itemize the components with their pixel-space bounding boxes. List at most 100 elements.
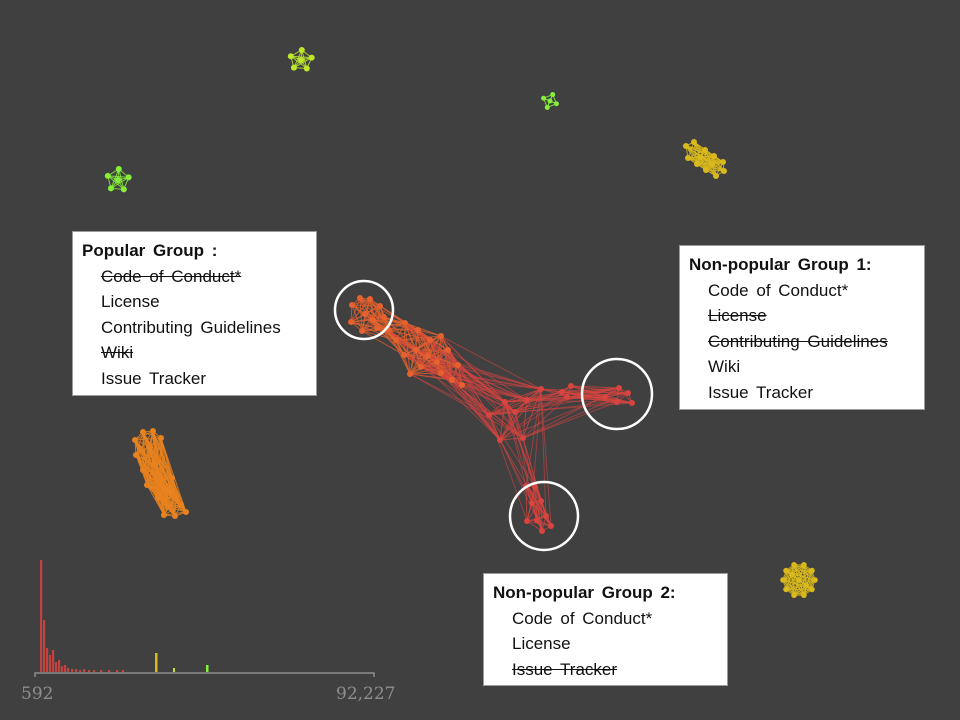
np1-feature-wiki: Wiki	[689, 354, 914, 380]
green-cluster-left	[105, 166, 132, 192]
graph-node	[402, 320, 408, 326]
graph-node	[425, 353, 431, 359]
graph-node	[541, 96, 546, 101]
graph-node	[554, 101, 559, 106]
graph-node	[116, 166, 122, 172]
graph-node	[711, 153, 717, 159]
graph-node	[602, 394, 608, 400]
histogram-bar	[40, 560, 42, 672]
graph-node	[703, 167, 709, 173]
histogram-bar	[155, 653, 158, 672]
graph-node	[357, 295, 363, 301]
histogram-bar	[61, 666, 63, 672]
graph-node	[559, 389, 565, 395]
graph-node	[152, 462, 158, 468]
popular-group-title: Popular Group :	[82, 238, 306, 264]
graph-node	[803, 583, 809, 589]
graph-node	[299, 47, 305, 53]
graph-node	[720, 159, 726, 165]
graph-node	[780, 577, 786, 583]
histogram-bar	[49, 655, 51, 672]
graph-node	[455, 362, 461, 368]
graph-node	[108, 185, 114, 191]
graph-node	[625, 390, 631, 396]
graph-node	[150, 428, 156, 434]
graph-node	[616, 385, 622, 391]
graph-node	[393, 337, 399, 343]
np1-feature-code-of-conduct: Code of Conduct*	[689, 278, 914, 304]
graph-node	[291, 65, 297, 71]
popular-feature-wiki: Wiki	[82, 340, 306, 366]
histogram-bar	[52, 650, 54, 672]
graph-node	[298, 57, 304, 63]
histogram	[35, 560, 374, 677]
graph-node	[683, 143, 689, 149]
histogram-bar	[75, 669, 77, 672]
graph-node	[789, 571, 795, 577]
graph-node	[157, 477, 163, 483]
yellow-cluster-top-right	[683, 139, 727, 179]
graph-node	[370, 317, 376, 323]
graph-node	[564, 394, 570, 400]
graph-node	[158, 435, 164, 441]
graph-node	[783, 568, 789, 574]
graph-node	[691, 139, 697, 145]
graph-node	[486, 412, 492, 418]
histogram-bar	[83, 669, 85, 672]
histogram-bar	[71, 669, 73, 672]
histogram-bar	[88, 670, 90, 672]
graph-node	[374, 325, 380, 331]
histogram-bar	[46, 648, 48, 672]
graph-node	[629, 400, 635, 406]
graph-node	[362, 311, 368, 317]
popular-feature-code-of-conduct: Code of Conduct*	[82, 264, 306, 290]
graph-node	[713, 173, 719, 179]
np1-feature-issue-tracker: Issue Tracker	[689, 380, 914, 406]
graph-node	[178, 502, 184, 508]
graph-node	[367, 296, 373, 302]
graph-node	[172, 513, 178, 519]
graph-node	[791, 592, 797, 598]
popular-feature-contributing-guidelines: Contributing Guidelines	[82, 315, 306, 341]
graph-node	[173, 494, 179, 500]
histogram-axis-min-label: 592	[21, 684, 53, 704]
graph-node	[614, 399, 620, 405]
graph-node	[434, 359, 440, 365]
graph-node	[401, 352, 407, 358]
graph-node	[534, 517, 540, 523]
graph-node	[685, 155, 691, 161]
graph-node	[427, 337, 433, 343]
graph-node	[694, 161, 700, 167]
nonpopular-group-2-panel: Non-popular Group 2: Code of Conduct* Li…	[483, 573, 728, 686]
yellow-cluster-bottom-right	[780, 562, 818, 598]
histogram-bar	[43, 620, 45, 672]
histogram-bar	[55, 662, 57, 672]
graph-node	[548, 99, 553, 104]
graph-node	[377, 303, 383, 309]
graph-node	[545, 105, 550, 110]
graph-node	[449, 377, 455, 383]
graph-node	[783, 587, 789, 593]
lime-cluster-top	[288, 47, 315, 71]
graph-node	[413, 347, 419, 353]
graph-node	[543, 513, 549, 519]
graph-node	[809, 587, 815, 593]
graph-node	[709, 161, 715, 167]
histogram-bar	[116, 670, 118, 672]
graph-node	[524, 518, 530, 524]
graph-node	[348, 319, 354, 325]
graph-node	[381, 314, 387, 320]
popular-group-panel: Popular Group : Code of Conduct* License…	[72, 231, 317, 396]
graph-node	[438, 370, 444, 376]
graph-node	[115, 177, 121, 183]
graph-node	[529, 500, 535, 506]
graph-node	[169, 475, 175, 481]
histogram-axis-max-label: 92,227	[336, 684, 395, 704]
graph-node	[304, 65, 310, 71]
graph-node	[791, 562, 797, 568]
graph-edge	[526, 486, 527, 521]
graph-node	[812, 577, 818, 583]
np1-feature-contributing-guidelines: Contributing Guidelines	[689, 329, 914, 355]
graph-node	[144, 482, 150, 488]
graph-node	[105, 173, 111, 179]
